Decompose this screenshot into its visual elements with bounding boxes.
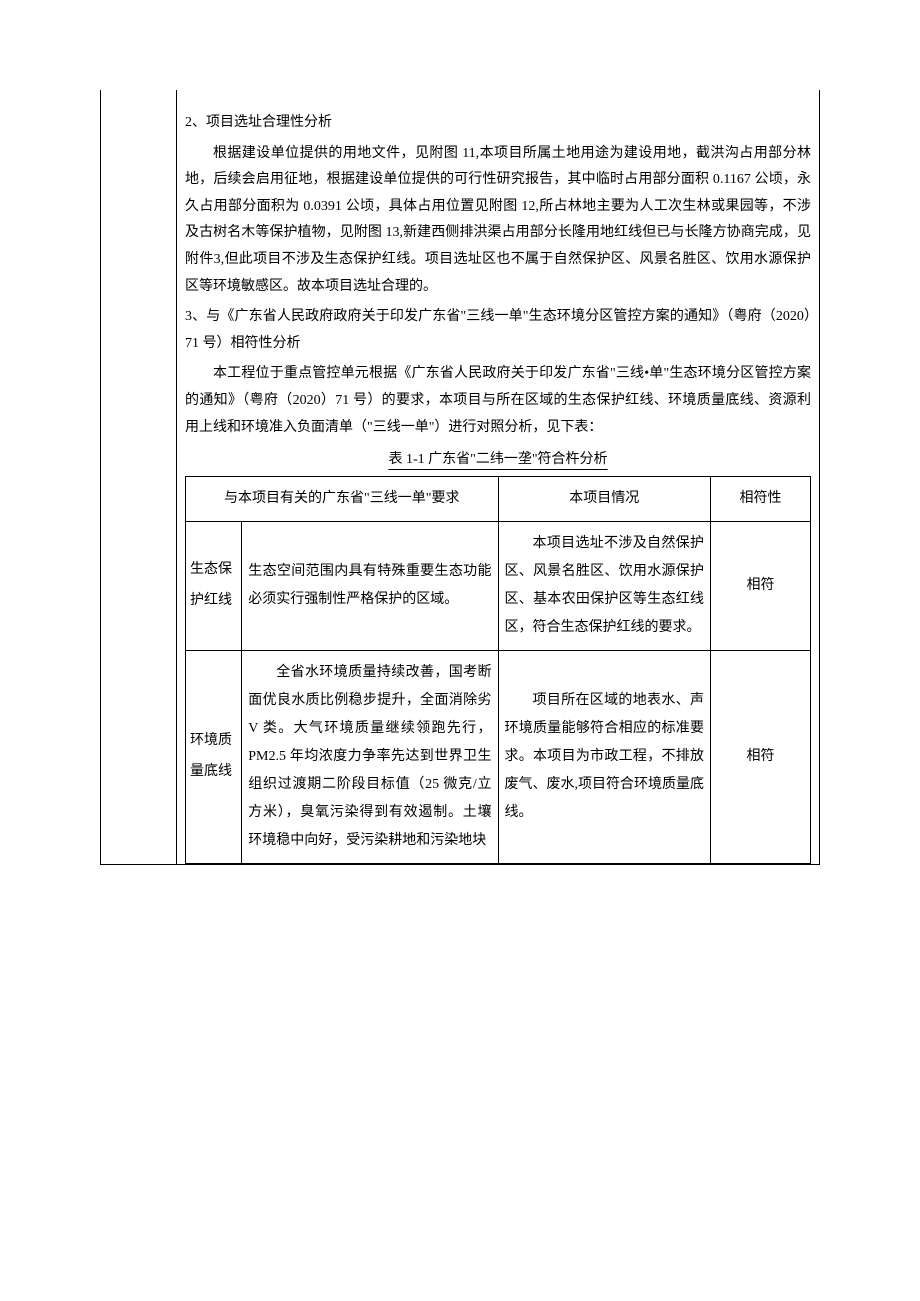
cell-requirement: 全省水环境质量持续改善，国考断面优良水质比例稳步提升，全面消除劣 V 类。大气环…	[242, 650, 498, 863]
page: 2、项目选址合理性分析 根据建设单位提供的用地文件，见附图 11,本项目所属土地…	[0, 0, 920, 945]
col-header-status: 本项目情况	[498, 476, 711, 521]
cell-requirement: 生态空间范围内具有特殊重要生态功能必须实行强制性严格保护的区域。	[242, 521, 498, 650]
cell-fit: 相符	[711, 650, 811, 863]
section-3-heading: 3、与《广东省人民政府政府关于印发广东省"三线一单"生态环境分区管控方案的通知》…	[185, 304, 811, 357]
table-row: 生态保护红线 生态空间范围内具有特殊重要生态功能必须实行强制性严格保护的区域。 …	[186, 521, 811, 650]
cell-category: 环境质量底线	[186, 650, 242, 863]
table-header-row: 与本项目有关的广东省"三线一单"要求 本项目情况 相符性	[186, 476, 811, 521]
section-2-heading: 2、项目选址合理性分析	[185, 110, 811, 137]
cell-category: 生态保护红线	[186, 521, 242, 650]
compliance-table: 与本项目有关的广东省"三线一单"要求 本项目情况 相符性 生态保护红线 生态空间…	[185, 476, 811, 864]
table-row: 环境质量底线 全省水环境质量持续改善，国考断面优良水质比例稳步提升，全面消除劣 …	[186, 650, 811, 863]
table-caption: 表 1-1 广东省"二纬一垄"符合杵分析	[185, 447, 811, 474]
outer-frame: 2、项目选址合理性分析 根据建设单位提供的用地文件，见附图 11,本项目所属土地…	[100, 90, 820, 865]
cell-fit: 相符	[711, 521, 811, 650]
cell-status: 本项目选址不涉及自然保护区、风景名胜区、饮用水源保护区、基本农田保护区等生态红线…	[498, 521, 711, 650]
cell-status: 项目所在区域的地表水、声环境质量能够符合相应的标准要求。本项目为市政工程，不排放…	[498, 650, 711, 863]
col-header-requirement: 与本项目有关的广东省"三线一单"要求	[186, 476, 499, 521]
section-3-paragraph: 本工程位于重点管控单元根据《广东省人民政府关于印发广东省"三线•单"生态环境分区…	[185, 361, 811, 441]
section-2-paragraph: 根据建设单位提供的用地文件，见附图 11,本项目所属土地用途为建设用地，截洪沟占…	[185, 141, 811, 301]
col-header-fit: 相符性	[711, 476, 811, 521]
content-cell: 2、项目选址合理性分析 根据建设单位提供的用地文件，见附图 11,本项目所属土地…	[176, 90, 819, 864]
